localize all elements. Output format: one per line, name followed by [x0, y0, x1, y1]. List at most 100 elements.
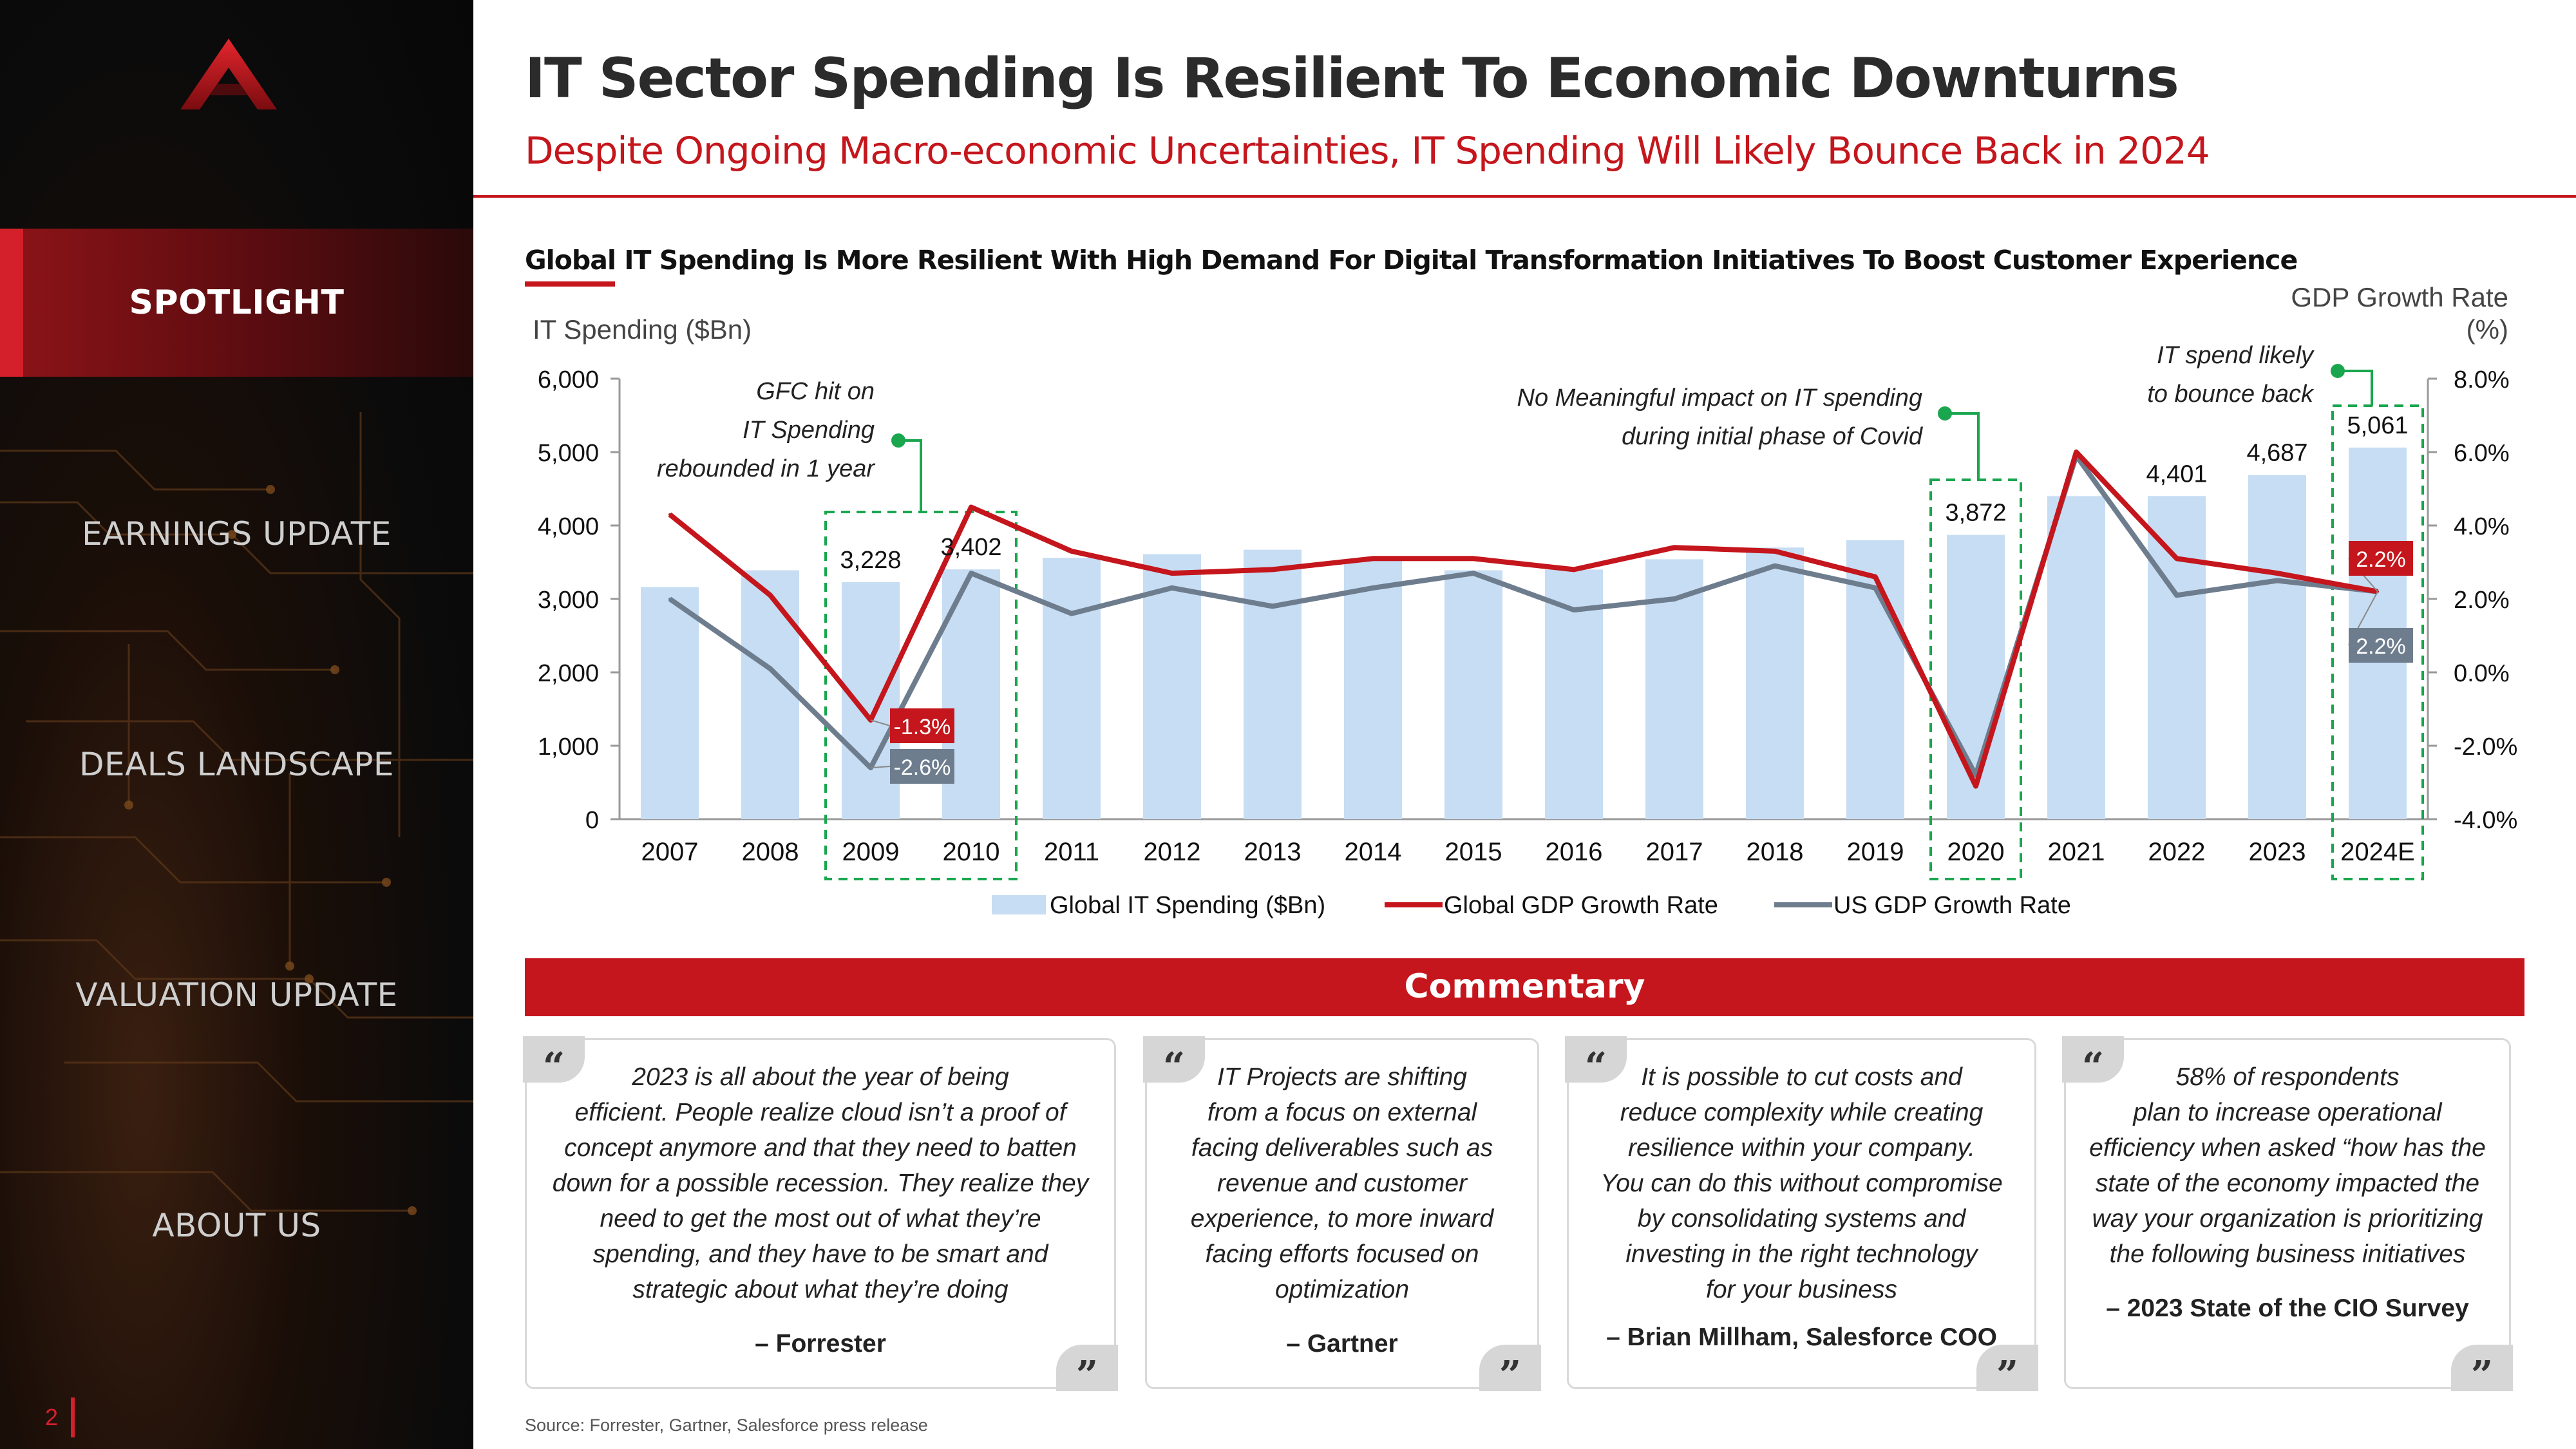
bar-2012: [1143, 554, 1201, 819]
global-gdp-line-point: [1271, 568, 1274, 571]
us-gdp-line-point: [1573, 609, 1575, 612]
x-tick-label: 2019: [1847, 838, 1904, 866]
y-tick-label: 0: [585, 807, 599, 834]
quote-line: by consolidating systems and: [1637, 1205, 1966, 1233]
quote-line: spending, and they have to be smart and: [592, 1240, 1048, 1268]
annotation-covid-connector: [1945, 412, 1980, 480]
quote-line: revenue and customer: [1217, 1170, 1468, 1197]
quote-line: resilience within your company.: [1627, 1134, 1975, 1162]
annotation-bounce-dot: [2331, 364, 2345, 378]
quote-card: “ 58% of respondents plan to increase oper…: [2062, 1036, 2513, 1398]
annotation-gfc-connector: [898, 439, 922, 512]
quote-author: – 2023 State of the CIO Survey: [2106, 1294, 2469, 1322]
bar-value-label: 3,228: [840, 547, 901, 574]
annotation-bounce-line: to bounce back: [2147, 381, 2315, 408]
bar-2018: [1746, 547, 1804, 819]
x-tick-label: 2012: [1144, 838, 1201, 866]
highlight-box: [1929, 478, 2022, 880]
us-gdp-line-point: [1874, 586, 1877, 589]
close-quote-icon: ”: [2451, 1345, 2513, 1398]
bar-value-label: 5,061: [2347, 412, 2408, 439]
page-number: 2: [45, 1404, 59, 1430]
quote-card: “ IT Projects are shifting from a focus on…: [1143, 1036, 1541, 1398]
global-gdp-line-point: [668, 513, 671, 516]
legend-label-it-spending: Global IT Spending ($Bn): [1050, 892, 1325, 919]
legend-label-global-gdp: Global GDP Growth Rate: [1444, 892, 1718, 919]
bar-2014: [1344, 560, 1402, 819]
quote-line: You can do this without compromise: [1600, 1170, 2003, 1197]
bar-value-label: 4,687: [2246, 440, 2307, 467]
global-gdp-line-point: [1472, 557, 1475, 560]
annotation-covid-line: during initial phase of Covid: [1622, 423, 1924, 450]
commentary-header-bar: [525, 958, 2524, 1016]
quote-line: experience, to more inward: [1190, 1205, 1494, 1233]
close-quote-icon: ”: [1976, 1345, 2038, 1398]
y2-tick-label: 8.0%: [2454, 366, 2510, 393]
nav-item-deals-landscape[interactable]: DEALS LANDSCAPE: [79, 746, 394, 783]
nav-item-about-us[interactable]: ABOUT US: [152, 1207, 321, 1244]
us-gdp-line-point: [1372, 586, 1374, 589]
open-quote-icon: “: [523, 1036, 585, 1090]
us-gdp-line-point: [970, 572, 972, 575]
quote-line: facing efforts focused on: [1205, 1240, 1479, 1268]
chart-title-underline: [525, 281, 615, 287]
us-gdp-line-point: [1271, 605, 1274, 608]
x-tick-label: 2020: [1947, 838, 2005, 866]
quote-line: from a focus on external: [1207, 1099, 1477, 1126]
x-tick-label: 2010: [943, 838, 1000, 866]
quote-card: “ It is possible to cut costs and reduce c…: [1565, 1036, 2038, 1398]
global-gdp-line-point: [1774, 549, 1776, 553]
quote-line: 58% of respondents: [2175, 1063, 2400, 1091]
nav-item-earnings-update[interactable]: EARNINGS UPDATE: [82, 515, 392, 553]
quote-line: need to get the most out of what they’re: [600, 1205, 1041, 1233]
quote-line: state of the economy impacted the: [2095, 1170, 2480, 1197]
rate-label-box: [2349, 628, 2413, 663]
bar-2023: [2248, 475, 2306, 819]
quote-line: reduce complexity while creating: [1620, 1099, 1984, 1126]
nav-item-spotlight[interactable]: SPOTLIGHT: [129, 283, 345, 322]
x-tick-label: 2008: [742, 838, 799, 866]
y2-tick-label: -4.0%: [2454, 807, 2517, 834]
open-quote-icon: “: [1565, 1036, 1627, 1090]
circuit-background: [0, 412, 473, 1215]
x-tick-label: 2021: [2048, 838, 2105, 866]
source-note: Source: Forrester, Gartner, Salesforce p…: [525, 1416, 928, 1435]
bar-value-label: 3,402: [940, 534, 1001, 561]
quote-author: – Forrester: [755, 1330, 886, 1358]
rate-label: -2.6%: [894, 755, 951, 780]
y2-axis-unit: (%): [2467, 314, 2508, 345]
global-gdp-line-point: [1372, 557, 1374, 560]
rate-label: -1.3%: [894, 715, 951, 739]
global-gdp-line-point: [1070, 549, 1073, 553]
x-tick-label: 2018: [1747, 838, 1804, 866]
y2-tick-label: 0.0%: [2454, 660, 2510, 687]
us-gdp-line-point: [2276, 579, 2278, 582]
quote-line: efficiency when asked “how has the: [2089, 1134, 2486, 1162]
us-gdp-line-point: [2175, 594, 2178, 597]
us-gdp-line-point: [769, 667, 772, 670]
quote-text: It is possible to cut costs and reduce co…: [1588, 1059, 2015, 1307]
global-gdp-line-point: [1673, 546, 1676, 549]
quote-line: down for a possible recession. They real…: [552, 1170, 1089, 1197]
y2-tick-label: -2.0%: [2454, 734, 2517, 761]
us-gdp-line-point: [1070, 612, 1073, 615]
header-divider: [473, 195, 2576, 198]
bar-2022: [2148, 496, 2206, 819]
y2-axis-title: GDP Growth Rate: [2291, 282, 2508, 312]
y-tick-label: 3,000: [538, 587, 599, 614]
bar-value-label: 3,872: [1945, 500, 2006, 527]
bar-2007: [641, 587, 699, 819]
nav-active-indicator: [0, 229, 23, 377]
x-tick-label: 2014: [1345, 838, 1402, 866]
bar-2011: [1043, 558, 1101, 819]
global-gdp-line-point: [2276, 572, 2278, 575]
open-quote-icon: “: [2062, 1036, 2124, 1090]
global-gdp-line-point: [1573, 568, 1575, 571]
bar-value-label: 4,401: [2146, 460, 2207, 488]
nav-item-valuation-update[interactable]: VALUATION UPDATE: [75, 976, 398, 1014]
global-gdp-line-point: [2175, 557, 2178, 560]
global-gdp-line-point: [1975, 784, 1977, 788]
us-gdp-line-point: [1673, 598, 1676, 600]
x-tick-label: 2022: [2148, 838, 2206, 866]
open-quote-icon: “: [1143, 1036, 1205, 1090]
